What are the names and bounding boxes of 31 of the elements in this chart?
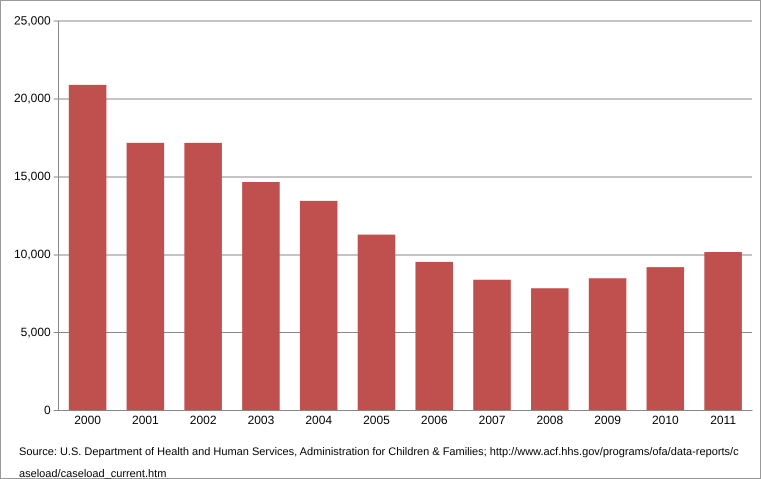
bar [704, 252, 742, 410]
y-tick-label: 0 [44, 402, 52, 417]
x-tick-label: 2003 [248, 413, 275, 428]
x-tick-label: 2011 [710, 413, 736, 428]
y-tick-label: 10,000 [14, 247, 52, 262]
bar [588, 278, 626, 410]
x-tick-label: 2005 [363, 413, 390, 428]
bar [242, 182, 280, 410]
bar [646, 267, 684, 410]
x-tick-label: 2000 [74, 413, 102, 428]
x-tick-label: 2007 [478, 413, 506, 428]
x-tick-label: 2006 [420, 413, 448, 428]
x-tick-label: 2010 [652, 413, 680, 428]
bar [68, 84, 106, 410]
x-tick-label: 2009 [594, 413, 622, 428]
bar [300, 200, 338, 410]
bar [473, 280, 511, 410]
bar [531, 288, 569, 410]
source-note: Source: U.S. Department of Health and Human Services, Administration for Children & Families; http://www.acf.hhs.gov/programs/ofa/data-reports/caseload/caseload_current.htm [19, 445, 739, 479]
x-tick-label: 2004 [305, 413, 332, 428]
bar [415, 262, 454, 410]
x-tick-label: 2002 [190, 413, 217, 428]
y-tick-label: 25,000 [14, 13, 52, 28]
y-tick-label: 15,000 [14, 169, 52, 184]
y-tick-label: 5,000 [20, 324, 52, 339]
x-tick-label: 2001 [132, 413, 160, 428]
bar [358, 234, 396, 410]
x-tick-label: 2008 [536, 413, 564, 428]
bar [184, 142, 222, 410]
y-tick-label: 20,000 [14, 91, 52, 106]
bar [126, 142, 164, 410]
